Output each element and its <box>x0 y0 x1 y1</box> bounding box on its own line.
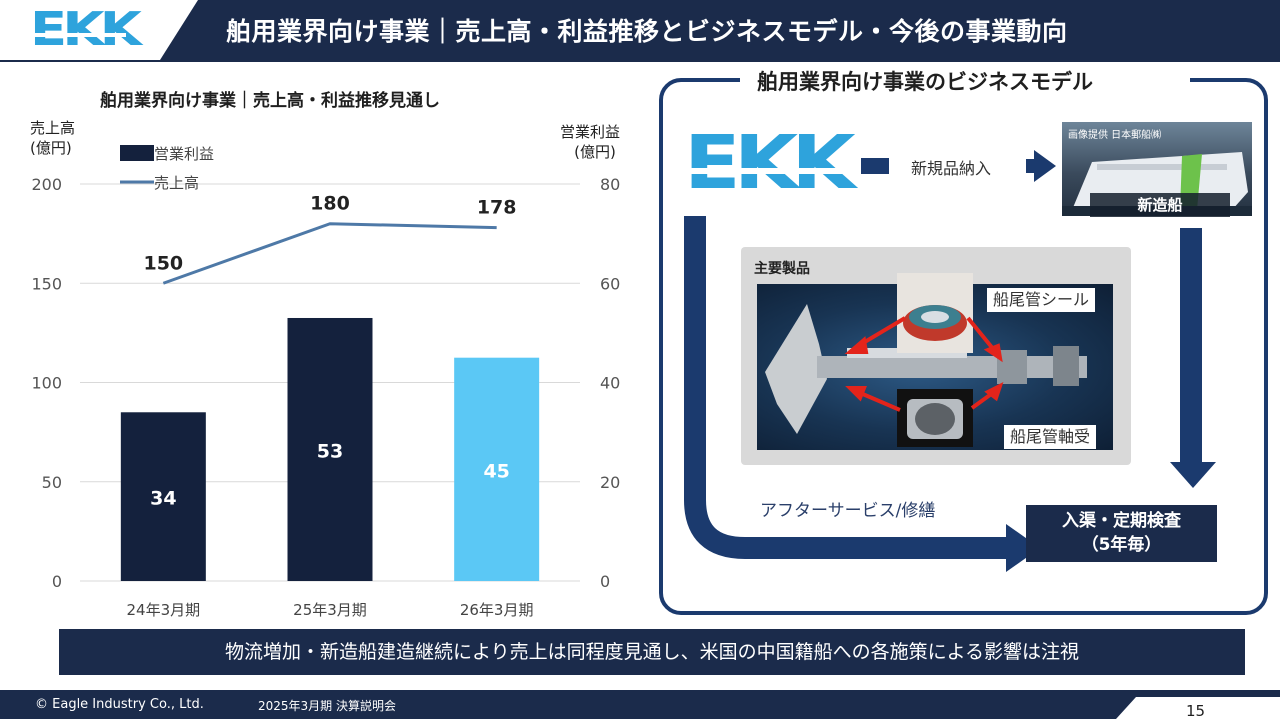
footer-copyright: © Eagle Industry Co., Ltd. <box>35 697 204 712</box>
chart-bars: 34 53 45 <box>120 317 540 581</box>
footer <box>0 690 1280 719</box>
bar-value-label: 53 <box>317 440 343 462</box>
left-tick-label: 200 <box>31 175 62 194</box>
right-axis-label: 営業利益 (億円) <box>560 122 620 162</box>
right-tick-label: 20 <box>600 473 620 492</box>
page-number: 15 <box>1186 702 1206 720</box>
left-tick-label: 100 <box>31 374 62 393</box>
stern-tube-bearing-photo <box>897 389 973 447</box>
bar-operating-profit <box>454 357 540 581</box>
stern-tube-bearing-label: 船尾管軸受 <box>1004 425 1097 449</box>
left-axis-label-line2: (億円) <box>30 139 72 157</box>
stern-tube-seal-photo <box>897 273 973 353</box>
right-axis-label-line1: 営業利益 <box>560 123 621 141</box>
right-tick-label: 40 <box>600 374 620 393</box>
bar-value-label: 34 <box>150 488 176 510</box>
left-axis-label: 売上高 (億円) <box>30 118 75 158</box>
inspection-interval: （5年毎） <box>1081 535 1162 555</box>
bar-value-label: 45 <box>483 460 509 482</box>
business-model-title-bg <box>740 64 1190 98</box>
stern-tube-seal-label: 船尾管シール <box>987 288 1096 312</box>
chart-title: 舶用業界向け事業｜売上高・利益推移見通し <box>100 91 440 111</box>
left-axis-label-line1: 売上高 <box>30 119 76 137</box>
chart-line: 150 180 178 <box>143 193 517 285</box>
category-label: 25年3月期 <box>293 601 367 619</box>
footer-page-tab <box>1116 697 1280 719</box>
logo-stripe <box>34 33 126 37</box>
ekk-logo-large: EKK <box>684 120 856 206</box>
flow-dash <box>861 158 889 174</box>
new-supply-label: 新規品納入 <box>911 159 992 178</box>
line-sales <box>162 222 497 285</box>
left-tick-label: 0 <box>52 572 62 591</box>
ship-photo-credit: 画像提供 日本郵船㈱ <box>1068 130 1162 141</box>
inspection-label: 入渠・定期検査 <box>1062 511 1181 531</box>
left-tick-label: 150 <box>31 274 62 293</box>
right-tick-label: 0 <box>600 572 610 591</box>
business-model-title: 舶用業界向け事業のビジネスモデル <box>757 70 1093 94</box>
right-axis-label-line2: (億円) <box>574 143 616 161</box>
summary-banner: 物流増加・新造船建造継続により売上は同程度見通し、米国の中国籍船への各施策による… <box>59 629 1245 675</box>
left-tick-label: 50 <box>42 473 62 492</box>
category-label: 24年3月期 <box>127 601 201 619</box>
line-value-label: 150 <box>143 252 183 274</box>
footer-event: 2025年3月期 決算説明会 <box>258 699 396 713</box>
legend-bar-label: 営業利益 <box>154 145 215 163</box>
header-divider <box>0 60 1280 62</box>
header-title-band <box>160 0 1280 60</box>
legend-bar-swatch <box>120 145 154 161</box>
category-label: 26年3月期 <box>460 601 534 619</box>
right-tick-label: 60 <box>600 274 620 293</box>
bar-operating-profit <box>120 412 206 581</box>
line-value-label: 180 <box>310 193 350 215</box>
main-products-title: 主要製品 <box>754 261 810 277</box>
chart-legend <box>120 145 154 184</box>
logo-stripe-large <box>690 168 848 174</box>
inspection-box: 入渠・定期検査 （5年毎） <box>1026 505 1217 562</box>
bar-operating-profit <box>287 317 373 581</box>
line-value-label: 178 <box>477 197 517 219</box>
bearing-illustration <box>907 399 963 439</box>
legend-line-label: 売上高 <box>154 174 200 192</box>
ekk-logo: EKK <box>30 2 142 56</box>
after-service-label: アフターサービス/修繕 <box>760 501 936 521</box>
right-tick-label: 80 <box>600 175 620 194</box>
seal-illustration <box>903 305 967 341</box>
new-ship-label: 新造船 <box>1090 193 1230 217</box>
page-title: 舶用業界向け事業｜売上高・利益推移とビジネスモデル・今後の事業動向 <box>226 17 1068 46</box>
